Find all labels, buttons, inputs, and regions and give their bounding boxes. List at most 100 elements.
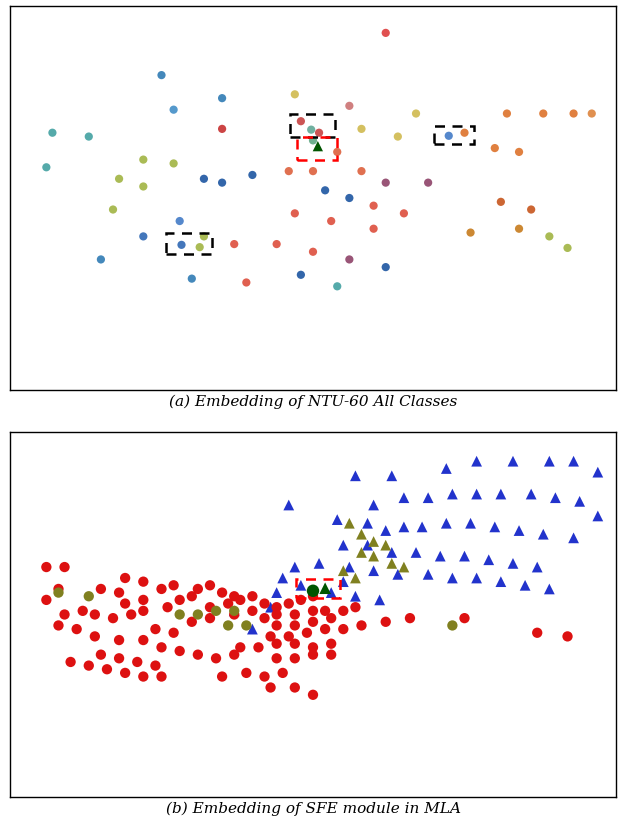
Point xyxy=(217,91,227,104)
Point xyxy=(247,604,257,618)
Point xyxy=(369,564,379,578)
Point xyxy=(138,594,148,607)
Point xyxy=(356,528,366,541)
Point xyxy=(138,230,148,243)
Point xyxy=(344,191,354,205)
Point xyxy=(290,560,300,573)
Point xyxy=(120,571,130,584)
Point xyxy=(514,524,524,538)
Point xyxy=(308,604,318,618)
Point xyxy=(308,615,318,629)
Point xyxy=(229,604,239,618)
Point xyxy=(393,130,403,143)
Point xyxy=(411,546,421,559)
Point xyxy=(423,491,433,504)
Point xyxy=(520,579,530,592)
Point xyxy=(138,575,148,589)
Point xyxy=(369,498,379,512)
Point xyxy=(351,600,361,614)
Point xyxy=(296,268,306,282)
Point xyxy=(338,623,348,636)
Point xyxy=(369,549,379,563)
Point xyxy=(199,230,209,243)
Point xyxy=(320,623,330,636)
Point xyxy=(484,553,494,567)
Point xyxy=(41,161,51,174)
Point xyxy=(265,681,275,694)
Point xyxy=(290,651,300,665)
Point xyxy=(444,129,454,142)
Point xyxy=(351,589,361,603)
Point xyxy=(532,626,542,640)
Point xyxy=(290,206,300,220)
Point xyxy=(138,634,148,647)
Point xyxy=(175,608,185,621)
Point xyxy=(423,176,433,189)
Point xyxy=(229,604,239,618)
Point xyxy=(459,549,470,563)
Point xyxy=(229,648,239,661)
Point xyxy=(96,582,106,595)
Point xyxy=(344,517,354,530)
Point xyxy=(332,145,342,159)
Point xyxy=(320,604,330,618)
Point xyxy=(381,261,391,274)
Point xyxy=(471,455,481,468)
Bar xyxy=(167,232,212,253)
Point xyxy=(265,600,275,614)
Point xyxy=(563,242,573,255)
Point xyxy=(272,619,282,632)
Point xyxy=(381,26,391,39)
Point xyxy=(502,107,512,120)
Point xyxy=(53,586,63,599)
Point xyxy=(223,597,233,610)
Point xyxy=(351,571,361,584)
Point xyxy=(550,491,560,504)
Point xyxy=(381,524,391,538)
Point xyxy=(229,589,239,603)
Point xyxy=(71,623,81,636)
Point xyxy=(53,619,63,632)
Point xyxy=(247,589,257,603)
Bar xyxy=(297,137,337,160)
Point xyxy=(114,634,124,647)
Point xyxy=(205,611,215,624)
Point xyxy=(199,172,209,186)
Point xyxy=(284,630,294,643)
Point xyxy=(459,126,470,140)
Point xyxy=(308,584,318,598)
Point xyxy=(423,568,433,581)
Point xyxy=(399,560,409,573)
Bar xyxy=(434,125,474,145)
Point xyxy=(332,513,342,527)
Point xyxy=(593,466,603,479)
Point xyxy=(41,560,51,573)
Point xyxy=(193,648,203,661)
Point xyxy=(308,134,318,147)
Point xyxy=(387,557,397,570)
Point xyxy=(217,122,227,135)
Point xyxy=(175,645,185,658)
Point xyxy=(150,623,160,636)
Point xyxy=(448,487,458,501)
Point xyxy=(399,491,409,504)
Point xyxy=(195,241,205,254)
Point xyxy=(272,608,282,621)
Point xyxy=(120,666,130,680)
Point xyxy=(229,608,239,621)
Point xyxy=(326,611,336,624)
Point xyxy=(265,630,275,643)
Point xyxy=(41,594,51,607)
Point xyxy=(356,165,366,178)
Point xyxy=(387,546,397,559)
Point xyxy=(466,226,476,239)
Point xyxy=(272,586,282,599)
Point xyxy=(526,203,536,217)
Point xyxy=(381,176,391,189)
Point xyxy=(126,608,136,621)
Point xyxy=(514,145,524,159)
Point xyxy=(187,615,197,629)
Point xyxy=(526,487,536,501)
Point xyxy=(284,498,294,512)
Point xyxy=(508,557,518,570)
